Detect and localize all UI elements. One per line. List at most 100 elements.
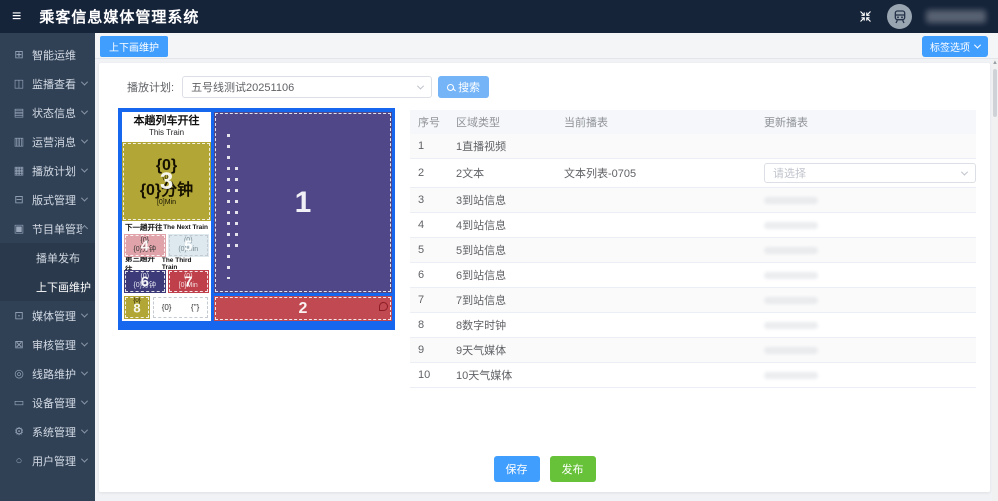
region7-bottom: [0]Min [178, 282, 198, 289]
preview-region-2[interactable]: 2 [214, 296, 392, 321]
status-icon: ▤ [13, 107, 25, 119]
cell-current [556, 237, 756, 263]
region5-top: (0) [183, 237, 193, 244]
sidebar-item-监播查看[interactable]: ◫ 监播查看 [0, 69, 95, 98]
preview-region-5[interactable]: (0) (0)Min 5 [167, 234, 209, 257]
sidebar-subitem-上下画维护[interactable]: 上下画维护 [0, 272, 95, 301]
region7-number: 7 [184, 273, 193, 290]
third-train-header: 第三趟开往 The Third Train [122, 254, 211, 274]
chevron-down-icon [80, 368, 89, 376]
region3-top-sub: (0) [162, 173, 171, 181]
chevron-down-icon [80, 455, 89, 463]
cell-no: 4 [410, 212, 448, 238]
search-icon [447, 83, 455, 91]
table-row: 9 9天气媒体 [410, 337, 976, 363]
column-header-更新播表: 更新播表 [756, 110, 976, 134]
device-icon: ▭ [13, 397, 25, 409]
cell-type: 6到站信息 [448, 262, 556, 288]
cell-update [756, 312, 976, 338]
chevron-down-icon [80, 165, 89, 173]
sidebar-item-label: 系统管理 [32, 426, 76, 439]
region4-number: 4 [140, 237, 149, 254]
hamburger-icon[interactable]: ≡ [12, 7, 22, 25]
redacted-smudge [764, 246, 818, 254]
sidebar-item-审核管理[interactable]: ⊠ 审核管理 [0, 330, 95, 359]
sidebar-item-播放计划[interactable]: ▦ 播放计划 [0, 156, 95, 185]
user-avatar[interactable] [887, 4, 912, 29]
sidebar-item-智能运维[interactable]: ⊞ 智能运维 [0, 40, 95, 69]
username-redacted[interactable] [926, 10, 986, 23]
playlist-icon: ▣ [13, 223, 25, 235]
sidebar-item-系统管理[interactable]: ⚙ 系统管理 [0, 417, 95, 446]
sidebar-item-状态信息[interactable]: ▤ 状态信息 [0, 98, 95, 127]
sidebar-item-线路维护[interactable]: ◎ 线路维护 [0, 359, 95, 388]
column-header-区域类型: 区域类型 [448, 110, 556, 134]
preview-region-8[interactable]: {0} 8 [124, 296, 150, 319]
search-button[interactable]: 搜索 [438, 76, 490, 98]
sidebar-item-运营消息[interactable]: ▥ 运营消息 [0, 127, 95, 156]
scrollbar[interactable]: ▲ [992, 59, 998, 501]
region6-top: (0) [140, 273, 150, 280]
cell-type: 2文本 [448, 158, 556, 188]
sidebar-item-label: 版式管理 [32, 194, 76, 207]
ops-icon: ⊞ [14, 49, 24, 61]
sidebar-item-label: 审核管理 [32, 339, 76, 352]
layout-preview[interactable]: 本趟列车开往 This Train {0} (0) {0}分钟 [0]Min 3 [118, 108, 395, 330]
select-placeholder: 请选择 [773, 168, 806, 180]
preview-region-9-10[interactable]: {0} {''} [152, 296, 209, 319]
cell-type: 4到站信息 [448, 212, 556, 238]
play-plan-label: 播放计划: [127, 82, 175, 94]
sidebar-item-设备管理[interactable]: ▭ 设备管理 [0, 388, 95, 417]
tag-options-label: 标签选项 [930, 42, 970, 54]
cell-update [756, 134, 976, 159]
update-playlist-select[interactable]: 请选择 [764, 163, 976, 183]
this-train-header: 本趟列车开往 This Train [122, 112, 211, 142]
selection-handles [227, 134, 230, 279]
sidebar-item-label: 状态信息 [32, 107, 76, 120]
preview-region-1[interactable]: 1 [214, 112, 392, 293]
sidebar-subitem-播单发布[interactable]: 播单发布 [0, 243, 95, 272]
sidebar-item-版式管理[interactable]: ⊟ 版式管理 [0, 185, 95, 214]
cell-update [756, 237, 976, 263]
train-icon [892, 9, 908, 25]
region5-number: 5 [184, 237, 193, 254]
chevron-up-icon [80, 224, 89, 233]
scrollbar-thumb[interactable] [993, 69, 997, 117]
preview-region-7[interactable]: (0) [0]Min 7 [167, 270, 209, 293]
redacted-smudge [764, 196, 818, 204]
scroll-up-icon[interactable]: ▲ [992, 60, 998, 66]
monitor-icon: ◫ [13, 78, 25, 90]
publish-button[interactable]: 发布 [549, 456, 596, 482]
region3-bottom: {0}分钟 [139, 181, 194, 199]
table-body: 1 1直播视频 2 2文本 文本列表-0705 请选择 3 3到站信息 4 4到站信息 5 5到站信息… [410, 134, 976, 388]
table-row: 5 5到站信息 [410, 237, 976, 263]
marquee-icon [379, 302, 388, 311]
preview-region-3[interactable]: {0} (0) {0}分钟 [0]Min 3 [122, 142, 211, 221]
table-row: 8 8数字时钟 [410, 312, 976, 338]
this-train-en: This Train [148, 128, 185, 137]
region3-number: 3 [159, 167, 174, 195]
sidebar-item-label: 用户管理 [32, 455, 76, 468]
save-button[interactable]: 保存 [493, 456, 540, 482]
chevron-down-icon [80, 136, 89, 144]
preview-region-6[interactable]: (0) {0}分钟 6 [124, 270, 166, 293]
sidebar-item-媒体管理[interactable]: ⊡ 媒体管理 [0, 301, 95, 330]
redacted-smudge [764, 271, 818, 279]
schedule-icon: ▦ [13, 165, 25, 177]
play-plan-select[interactable]: 五号线测试20251106 [182, 76, 433, 98]
tag-options-button[interactable]: 标签选项 [922, 35, 988, 57]
sidebar-item-用户管理[interactable]: ○ 用户管理 [0, 446, 95, 475]
system-icon: ⚙ [14, 426, 24, 438]
region3-bottom-sub: [0]Min [156, 198, 177, 206]
fullscreen-compress-icon[interactable] [858, 9, 873, 24]
preview-region-4[interactable]: {0} {0}分钟 4 [124, 234, 166, 257]
table-row: 2 2文本 文本列表-0705 请选择 [410, 158, 976, 188]
sidebar-item-label: 播放计划 [32, 165, 76, 178]
this-train-cn: 本趟列车开往 [133, 115, 200, 127]
cell-update [756, 287, 976, 313]
chevron-down-icon [417, 82, 425, 90]
cell-type: 1直播视频 [448, 134, 556, 159]
redacted-smudge [764, 221, 818, 229]
sidebar-item-节目单管理[interactable]: ▣ 节目单管理 [0, 214, 95, 243]
tab-shangxiahua-weihu[interactable]: 上下画维护 [100, 35, 168, 57]
